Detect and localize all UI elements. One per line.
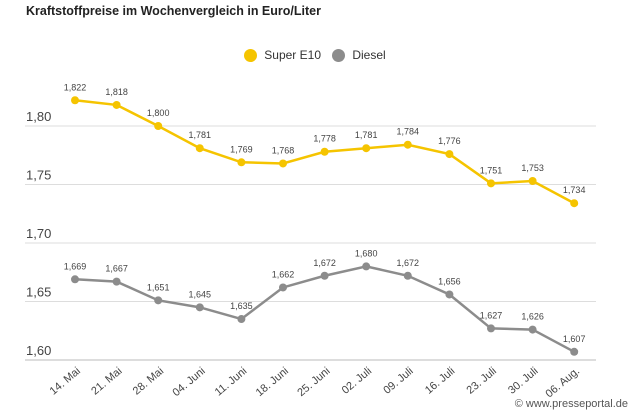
- data-point: [445, 150, 454, 159]
- data-point: [362, 262, 371, 271]
- data-label: 1,800: [147, 108, 170, 118]
- data-point: [237, 158, 246, 167]
- data-point: [320, 147, 329, 156]
- data-label: 1,645: [189, 289, 212, 299]
- legend-dot-icon: [244, 48, 258, 62]
- data-label: 1,781: [189, 130, 212, 140]
- data-label: 1,626: [521, 312, 544, 322]
- data-label: 1,784: [397, 127, 420, 137]
- data-label: 1,734: [563, 185, 586, 195]
- data-point: [279, 159, 287, 168]
- data-point: [403, 271, 412, 280]
- data-label: 1,662: [272, 269, 295, 279]
- data-point: [112, 277, 121, 286]
- data-label: 1,607: [563, 334, 586, 344]
- data-label: 1,672: [313, 258, 336, 268]
- data-point: [71, 96, 79, 105]
- data-point: [403, 140, 412, 149]
- data-point: [71, 275, 79, 284]
- x-tick-label: 23. Juli: [465, 365, 499, 397]
- data-label: 1,781: [355, 130, 378, 140]
- legend-item-diesel: Diesel: [332, 48, 386, 62]
- data-point: [279, 283, 287, 292]
- data-label: 1,769: [230, 144, 253, 154]
- x-tick-label: 06. Aug.: [543, 365, 582, 400]
- x-tick-label: 25. Juni: [295, 365, 332, 399]
- chart-title: Kraftstoffpreise im Wochenvergleich in E…: [26, 4, 321, 18]
- data-point: [570, 347, 579, 356]
- y-tick-label: 1,75: [26, 168, 51, 183]
- legend-label: Super E10: [264, 48, 321, 62]
- data-point: [528, 325, 537, 334]
- data-label: 1,776: [438, 136, 461, 146]
- x-tick-label: 18. Juni: [254, 365, 291, 399]
- data-label: 1,753: [521, 163, 544, 173]
- legend-dot-icon: [332, 48, 346, 62]
- data-point: [154, 296, 163, 305]
- data-point: [154, 122, 163, 130]
- data-label: 1,822: [64, 82, 87, 92]
- data-point: [570, 199, 579, 208]
- data-label: 1,667: [105, 264, 128, 274]
- x-tick-label: 30. Juli: [506, 365, 540, 397]
- legend-item-super-e10: Super E10: [244, 48, 321, 62]
- legend: Super E10 Diesel: [0, 48, 630, 65]
- data-point: [487, 324, 495, 333]
- data-label: 1,818: [105, 87, 128, 97]
- data-label: 1,778: [313, 134, 336, 144]
- x-tick-label: 28. Mai: [131, 365, 166, 397]
- data-label: 1,627: [480, 310, 503, 320]
- data-label: 1,651: [147, 282, 170, 292]
- data-point: [237, 315, 246, 324]
- legend-label: Diesel: [352, 48, 386, 62]
- data-point: [195, 144, 204, 153]
- x-tick-label: 09. Juli: [381, 365, 415, 397]
- x-tick-label: 16. Juli: [423, 365, 457, 397]
- data-point: [112, 100, 121, 109]
- data-point: [487, 179, 495, 188]
- data-point: [445, 290, 454, 299]
- data-label: 1,669: [64, 261, 87, 271]
- data-point: [362, 144, 371, 153]
- data-point: [528, 176, 537, 185]
- data-point: [195, 303, 204, 312]
- y-tick-label: 1,70: [26, 226, 51, 241]
- data-point: [320, 271, 329, 280]
- data-label: 1,656: [438, 276, 461, 286]
- data-label: 1,635: [230, 301, 253, 311]
- data-label: 1,751: [480, 165, 503, 175]
- y-tick-label: 1,60: [26, 343, 51, 358]
- x-tick-label: 14. Mai: [48, 365, 83, 397]
- x-tick-label: 04. Juni: [170, 365, 207, 399]
- x-tick-label: 21. Mai: [89, 365, 124, 397]
- data-label: 1,768: [272, 145, 295, 155]
- data-label: 1,672: [397, 258, 420, 268]
- watermark-credit: © www.presseportal.de: [514, 398, 628, 410]
- y-tick-label: 1,80: [26, 109, 51, 124]
- x-tick-label: 11. Juni: [213, 365, 250, 398]
- y-tick-label: 1,65: [26, 285, 51, 300]
- x-tick-label: 02. Juli: [340, 365, 374, 397]
- data-label: 1,680: [355, 248, 378, 258]
